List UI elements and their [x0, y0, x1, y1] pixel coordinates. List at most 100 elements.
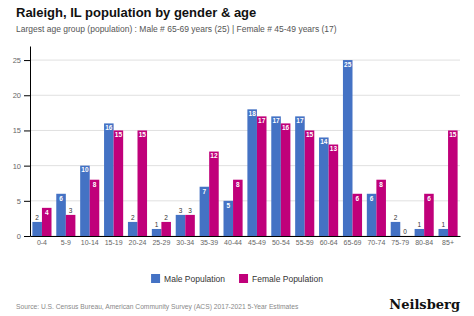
bar — [32, 222, 42, 236]
x-tick-label: 5-9 — [61, 239, 71, 246]
source: Source: U.S. Census Bureau, American Com… — [16, 303, 299, 311]
y-tick: 0 — [17, 232, 30, 241]
bar — [224, 201, 234, 236]
x-tick-label: 40-44 — [224, 239, 242, 246]
grid — [30, 60, 460, 236]
x-tick-label: 20-24 — [129, 239, 147, 246]
data-label: 15 — [449, 131, 457, 138]
x-tick: 75-79 — [391, 239, 409, 246]
bar — [329, 145, 339, 236]
data-label: 15 — [115, 131, 123, 138]
data-label: 0 — [403, 228, 407, 235]
bar — [104, 123, 114, 236]
x-tick-label: 35-39 — [200, 239, 218, 246]
x-tick: 20-24 — [129, 239, 147, 246]
data-label: 17 — [258, 117, 266, 124]
grid-line — [30, 165, 460, 166]
y-tick-label: 15 — [13, 126, 21, 135]
data-label: 6 — [355, 195, 359, 202]
x-tick-label: 75-79 — [391, 239, 409, 246]
y-tick-label: 10 — [13, 162, 21, 171]
y-tick: 20 — [13, 91, 30, 100]
x-tick: 50-54 — [272, 239, 290, 246]
title: Raleigh, IL population by gender & age — [16, 5, 256, 20]
data-label: 1 — [418, 221, 422, 228]
data-label: 2 — [35, 214, 39, 221]
data-labels: 2610162137518171714256211438151523128171… — [35, 61, 456, 235]
data-label: 17 — [296, 117, 304, 124]
x-tick: 5-9 — [61, 239, 71, 246]
x-tick-label: 80-84 — [415, 239, 433, 246]
bar — [80, 166, 90, 236]
data-label: 10 — [81, 166, 89, 173]
data-label: 8 — [93, 181, 97, 188]
legend-label: Male Population — [164, 274, 225, 284]
x-tick-label: 0-4 — [37, 239, 47, 246]
bar — [271, 116, 281, 236]
y-tick-mark — [24, 95, 30, 96]
x-tick: 65-69 — [344, 239, 362, 246]
x-axis-line — [31, 236, 461, 237]
data-label: 1 — [155, 221, 159, 228]
bar — [400, 236, 410, 237]
bar — [295, 116, 305, 236]
x-tick: 60-64 — [320, 239, 338, 246]
bar — [42, 208, 52, 236]
bar — [114, 130, 124, 236]
x-axis: 0-45-910-1415-1920-2425-2930-3435-3940-4… — [31, 237, 461, 246]
x-tick-label: 60-64 — [320, 239, 338, 246]
x-tick-label: 85+ — [442, 239, 454, 246]
y-axis-line — [30, 47, 31, 237]
bar — [56, 194, 66, 236]
bar — [367, 194, 377, 236]
bar — [152, 229, 162, 236]
bar — [305, 130, 315, 236]
grid-line — [30, 130, 460, 131]
bar — [391, 222, 401, 236]
y-tick-label: 20 — [13, 91, 21, 100]
y-tick-label: 25 — [13, 56, 21, 65]
bar — [247, 109, 257, 236]
bar — [200, 187, 210, 236]
plot: 2610162137518171714256211438151523128171… — [13, 47, 461, 246]
data-label: 16 — [282, 124, 290, 131]
bar — [353, 194, 363, 236]
y-tick-mark — [24, 201, 30, 202]
bar — [128, 222, 138, 236]
bar — [376, 180, 386, 236]
brand: Neilsberg — [389, 297, 460, 312]
x-tick-label: 10-14 — [81, 239, 99, 246]
data-label: 12 — [210, 152, 218, 159]
x-tick-label: 50-54 — [272, 239, 290, 246]
legend-item: Female Population — [239, 274, 323, 284]
bar — [66, 215, 76, 236]
data-label: 3 — [69, 207, 73, 214]
y-tick-mark — [24, 236, 30, 237]
data-label: 1 — [441, 221, 445, 228]
legend-swatch — [151, 274, 160, 283]
x-tick-label: 45-49 — [248, 239, 266, 246]
data-label: 4 — [45, 209, 49, 216]
bar — [185, 215, 195, 236]
x-tick: 85+ — [442, 239, 454, 246]
x-tick: 10-14 — [81, 239, 99, 246]
data-label: 6 — [427, 195, 431, 202]
x-tick-label: 65-69 — [344, 239, 362, 246]
data-label: 15 — [306, 131, 314, 138]
y-tick: 10 — [13, 162, 30, 171]
bar — [176, 215, 186, 236]
data-label: 2 — [394, 214, 398, 221]
data-label: 16 — [105, 124, 113, 131]
data-label: 3 — [179, 207, 183, 214]
y-tick-label: 0 — [17, 232, 21, 241]
x-tick-label: 70-74 — [367, 239, 385, 246]
bar — [209, 152, 219, 236]
data-label: 25 — [344, 61, 352, 68]
x-tick-label: 30-34 — [176, 239, 194, 246]
grid-line — [30, 60, 460, 61]
bar — [415, 229, 425, 236]
bar — [439, 229, 449, 236]
data-label: 14 — [320, 138, 328, 145]
grid-line — [30, 95, 460, 96]
bar — [281, 123, 291, 236]
